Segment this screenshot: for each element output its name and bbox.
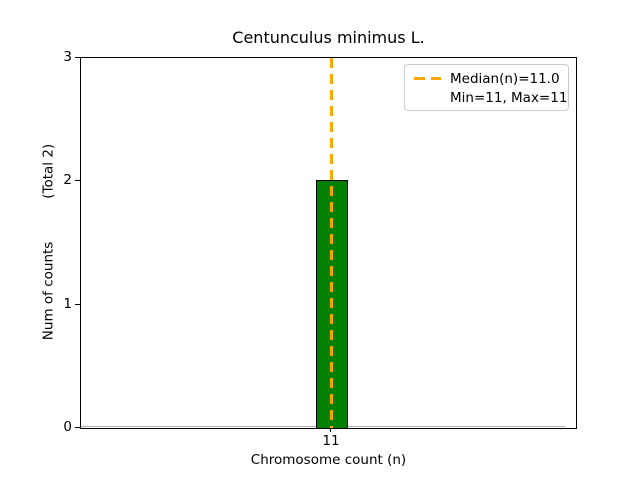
y-tick-2 [75,180,80,181]
legend-entry-median: Median(n)=11.0 [414,69,560,88]
legend-entry-minmax: Min=11, Max=11 [414,88,567,107]
x-tick-11 [330,428,331,432]
legend-label-median: Median(n)=11.0 [450,70,560,87]
x-tick-label-11: 11 [322,433,340,449]
y-tick-3 [75,57,80,58]
y-tick-label-2: 2 [63,172,72,188]
chart-title: Centunculus minimus L. [232,28,425,47]
median-dash-sample-icon [414,77,441,80]
y-tick-label-0: 0 [63,419,72,435]
median-line [330,58,333,428]
legend-label-minmax: Min=11, Max=11 [450,89,568,106]
x-axis-label: Chromosome count (n) [250,452,407,468]
y-tick-label-1: 1 [63,296,72,312]
y-axis-label: Num of counts (Total 2) [40,143,57,341]
y-tick-0 [75,427,80,428]
legend-marker-spacer [414,96,441,99]
legend: Median(n)=11.0 Min=11, Max=11 [404,64,569,111]
y-tick-1 [75,304,80,305]
plot-area [80,57,577,429]
y-tick-label-3: 3 [63,49,72,65]
